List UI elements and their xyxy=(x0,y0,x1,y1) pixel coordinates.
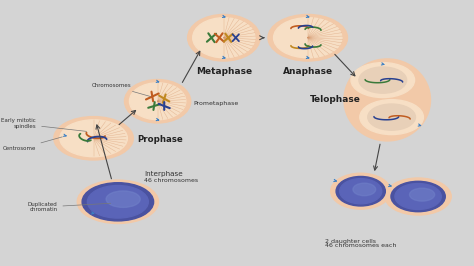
Ellipse shape xyxy=(353,183,376,196)
Text: Interphase: Interphase xyxy=(145,172,183,177)
Ellipse shape xyxy=(351,63,415,98)
Ellipse shape xyxy=(273,18,342,58)
Ellipse shape xyxy=(87,185,148,218)
Ellipse shape xyxy=(54,117,133,160)
Ellipse shape xyxy=(60,120,128,157)
Text: Chromosomes: Chromosomes xyxy=(91,83,151,97)
Text: Telophase: Telophase xyxy=(310,95,361,105)
Text: Duplicated
chromatin: Duplicated chromatin xyxy=(27,202,111,213)
Ellipse shape xyxy=(336,176,385,206)
Ellipse shape xyxy=(344,59,430,141)
Ellipse shape xyxy=(125,80,191,123)
Ellipse shape xyxy=(77,180,158,223)
Text: Centrosome: Centrosome xyxy=(3,137,62,151)
Text: Prometaphase: Prometaphase xyxy=(193,101,238,106)
Ellipse shape xyxy=(385,178,451,215)
Text: Early mitotic
spindles: Early mitotic spindles xyxy=(1,118,86,131)
Ellipse shape xyxy=(193,18,255,58)
Text: 46 chromosomes: 46 chromosomes xyxy=(145,178,199,183)
Ellipse shape xyxy=(106,191,140,207)
Ellipse shape xyxy=(359,67,407,93)
Ellipse shape xyxy=(340,178,382,204)
Ellipse shape xyxy=(391,181,445,212)
Ellipse shape xyxy=(129,83,186,120)
Ellipse shape xyxy=(368,104,416,130)
Ellipse shape xyxy=(360,100,423,135)
Ellipse shape xyxy=(268,14,347,61)
Text: 46 chromosomes each: 46 chromosomes each xyxy=(325,243,397,248)
Ellipse shape xyxy=(82,183,154,221)
Text: Prophase: Prophase xyxy=(138,135,183,144)
Text: 2 daughter cells: 2 daughter cells xyxy=(325,239,376,244)
Text: Anaphase: Anaphase xyxy=(283,67,333,76)
Ellipse shape xyxy=(331,173,391,209)
Text: Metaphase: Metaphase xyxy=(196,67,252,76)
Ellipse shape xyxy=(395,184,441,209)
Ellipse shape xyxy=(188,14,260,61)
Ellipse shape xyxy=(410,188,435,201)
